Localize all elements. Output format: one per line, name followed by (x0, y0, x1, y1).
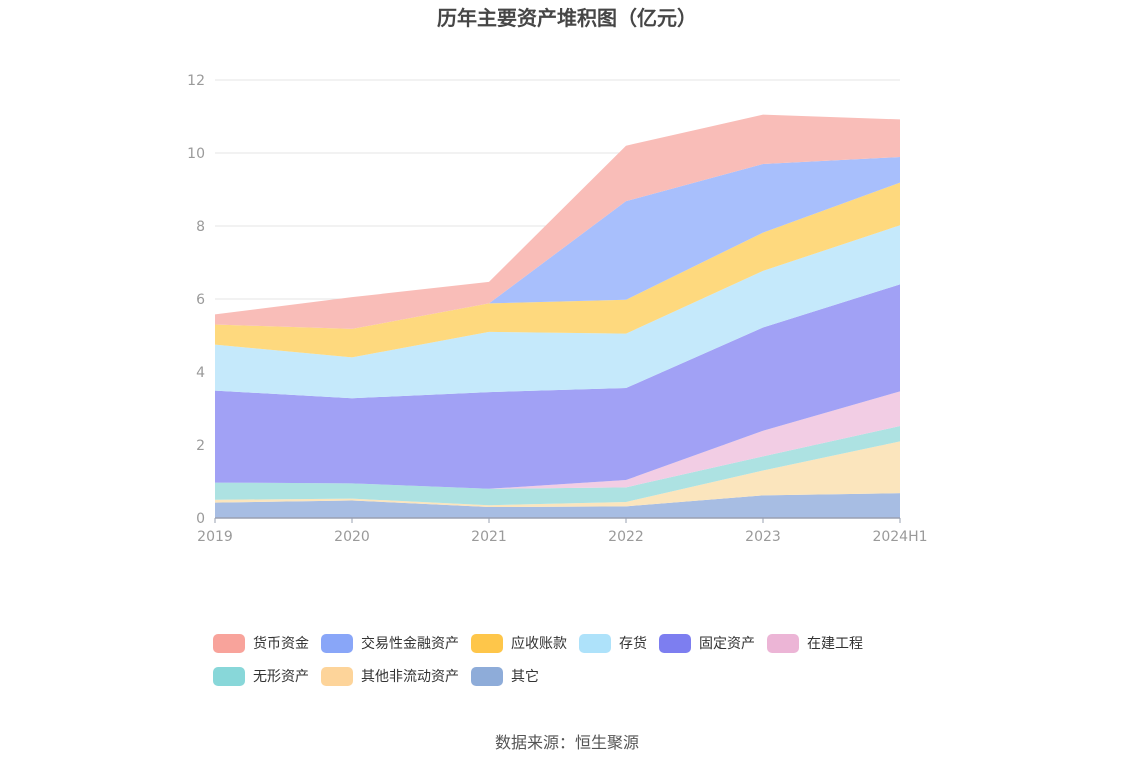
area-7 (215, 157, 900, 329)
chart-title: 历年主要资产堆积图（亿元） (437, 6, 697, 30)
y-tick-label-2: 4 (196, 365, 205, 381)
x-tick-label-5: 2024H1 (872, 529, 927, 545)
legend-label: 存货 (619, 635, 647, 652)
area-8 (215, 114, 900, 329)
area-5 (215, 225, 900, 399)
legend-item-0-2[interactable]: 应收账款 (471, 634, 567, 653)
legend-label: 在建工程 (807, 636, 863, 652)
y-tick-label-4: 8 (196, 219, 205, 235)
x-tick-label-4: 2023 (745, 529, 781, 545)
legend-item-0-5[interactable]: 在建工程 (767, 634, 863, 653)
area-3 (215, 391, 900, 489)
axes: 0 2 4 6 8 10 12 2019 2020 2021 2022 2023 2024H1 (187, 73, 927, 545)
legend-swatch (767, 634, 799, 653)
y-tick-label-1: 2 (196, 438, 205, 454)
legend-label: 其它 (511, 668, 539, 685)
x-tick-label-0: 2019 (197, 529, 233, 545)
area-6 (215, 182, 900, 358)
legend-swatch (321, 667, 353, 686)
y-tick-label-5: 10 (187, 146, 205, 162)
legend-label: 应收账款 (511, 635, 567, 652)
area-0 (215, 493, 900, 518)
legend-item-0-4[interactable]: 固定资产 (659, 634, 755, 653)
y-tick-label-0: 0 (196, 511, 205, 527)
legend-item-1-0[interactable]: 无形资产 (213, 667, 309, 686)
legend-swatch (321, 634, 353, 653)
legend-swatch (213, 634, 245, 653)
legend-item-0-1[interactable]: 交易性金融资产 (321, 634, 459, 653)
legend-swatch (471, 667, 503, 686)
legend-label: 货币资金 (253, 635, 309, 652)
y-tick-label-6: 12 (187, 73, 205, 89)
area-2 (215, 426, 900, 506)
legend-swatch (579, 634, 611, 653)
legend-swatch (471, 634, 503, 653)
legend-swatch (213, 667, 245, 686)
legend-item-0-3[interactable]: 存货 (579, 634, 647, 653)
area-4 (215, 284, 900, 489)
legend-item-1-1[interactable]: 其他非流动资产 (321, 667, 459, 686)
legend-label: 交易性金融资产 (361, 635, 459, 652)
legend-label: 无形资产 (253, 669, 309, 685)
legend-label: 其他非流动资产 (361, 669, 459, 685)
x-tick-label-2: 2021 (471, 529, 507, 545)
legend-item-1-2[interactable]: 其它 (471, 667, 539, 686)
x-tick-label-1: 2020 (334, 529, 370, 545)
area-series (215, 114, 900, 518)
area-1 (215, 441, 900, 508)
legend-label: 固定资产 (699, 636, 755, 652)
x-tick-label-3: 2022 (608, 529, 644, 545)
legend-item-0-0[interactable]: 货币资金 (213, 634, 309, 653)
data-source-note: 数据来源：恒生聚源 (494, 733, 639, 752)
legend-swatch (659, 634, 691, 653)
y-tick-label-3: 6 (196, 292, 205, 308)
